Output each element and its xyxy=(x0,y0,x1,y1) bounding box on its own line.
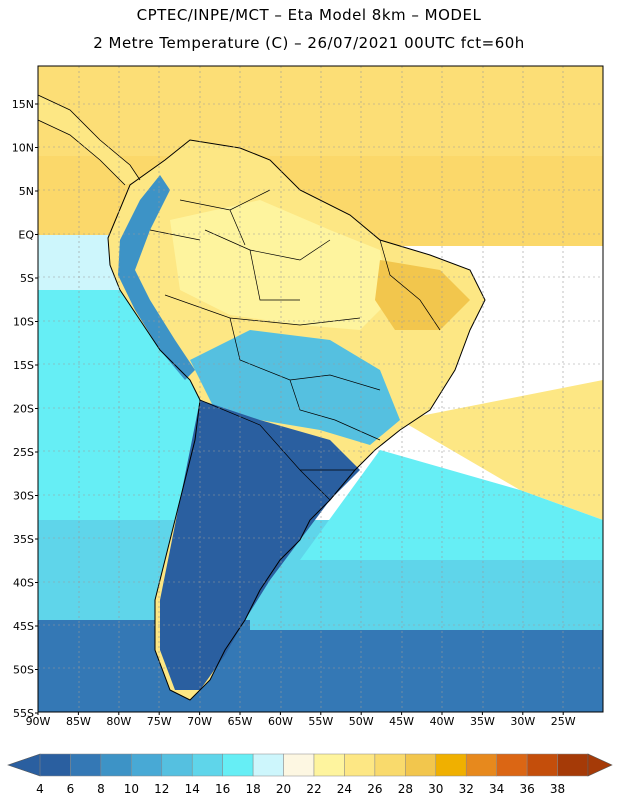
coastline xyxy=(107,139,486,701)
colorbar-segment xyxy=(283,753,315,777)
colorbar-tick-label: 32 xyxy=(459,782,474,796)
lat-label: 25S xyxy=(13,446,34,459)
lat-label: 55S xyxy=(13,707,34,720)
land-patagonia-cold xyxy=(160,400,360,690)
colorbar-tick-label: 38 xyxy=(550,782,565,796)
lon-label: 75W xyxy=(147,715,172,728)
land-central-america xyxy=(38,95,140,185)
colorbar-segment xyxy=(526,753,558,777)
lat-label: 5S xyxy=(20,272,34,285)
colorbar-tick-label: 36 xyxy=(519,782,534,796)
lon-label: 25W xyxy=(551,715,576,728)
colorbar: 4 6 8 10 12 14 16 18 20 22 24 26 28 30 32 34 36 38 xyxy=(7,753,613,796)
lon-label: 35W xyxy=(470,715,495,728)
lat-label: EQ xyxy=(18,229,34,242)
ocean-south-atlantic xyxy=(250,560,603,630)
lat-label: 35S xyxy=(13,533,34,546)
colorbar-segment xyxy=(496,753,528,777)
latitude-labels: 15N 10N 5N EQ 5S 10S 15S 20S 25S 30S 35S 40S 45S 50S 5… xyxy=(12,98,38,720)
colorbar-tick-label: 18 xyxy=(245,782,260,796)
map-title: CPTEC/INPE/MCT – Eta Model 8km – MODEL xyxy=(136,6,482,24)
lon-label: 55W xyxy=(308,715,333,728)
colorbar-tick-label: 4 xyxy=(36,782,44,796)
colorbar-segment xyxy=(344,753,376,777)
colorbar-tick-label: 16 xyxy=(215,782,230,796)
country-borders xyxy=(149,189,441,501)
colorbar-segment xyxy=(313,753,345,777)
colorbar-segment xyxy=(100,753,132,777)
colorbar-tick-label: 14 xyxy=(185,782,200,796)
colorbar-tick-label: 22 xyxy=(306,782,321,796)
lon-label: 40W xyxy=(430,715,455,728)
colorbar-tick-label: 28 xyxy=(398,782,413,796)
colorbar-segment xyxy=(131,753,163,777)
map-subtitle: 2 Metre Temperature (C) – 26/07/2021 00U… xyxy=(93,34,525,52)
lon-label: 30W xyxy=(510,715,535,728)
colorbar-left-arrow xyxy=(7,753,41,777)
lat-label: 15S xyxy=(13,359,34,372)
ocean-far-south xyxy=(38,620,603,712)
lon-label: 45W xyxy=(389,715,414,728)
colorbar-right-arrow xyxy=(587,753,613,777)
ocean-atlantic-mid xyxy=(300,450,603,590)
colorbar-tick-label: 26 xyxy=(367,782,382,796)
map-field xyxy=(38,66,603,712)
colorbar-segment xyxy=(39,753,71,777)
colorbar-segment xyxy=(161,753,193,777)
colorbar-segment xyxy=(70,753,102,777)
lat-label: 20S xyxy=(13,403,34,416)
lon-label: 85W xyxy=(66,715,91,728)
colorbar-tick-label: 24 xyxy=(337,782,352,796)
lon-label: 90W xyxy=(26,715,51,728)
lat-label: 30S xyxy=(13,490,34,503)
lon-label: 60W xyxy=(268,715,293,728)
grid xyxy=(38,66,603,712)
land-amazon-warm xyxy=(170,200,390,330)
lat-label: 10N xyxy=(12,142,34,155)
colorbar-tick-label: 30 xyxy=(428,782,443,796)
lon-label: 65W xyxy=(228,715,253,728)
colorbar-tick-label: 20 xyxy=(276,782,291,796)
lat-label: 40S xyxy=(13,577,34,590)
colorbar-segment xyxy=(405,753,437,777)
ocean-north-far xyxy=(38,66,603,156)
land-andes-cold xyxy=(118,175,195,380)
colorbar-segment xyxy=(557,753,589,777)
lat-label: 45S xyxy=(13,620,34,633)
colorbar-tick-label: 10 xyxy=(124,782,139,796)
colorbar-tick-label: 6 xyxy=(67,782,75,796)
land-northeast-hot xyxy=(375,260,470,330)
colorbar-tick-label: 12 xyxy=(154,782,169,796)
lat-label: 50S xyxy=(13,664,34,677)
colorbar-tick-label: 8 xyxy=(97,782,105,796)
ocean-atlantic-warm xyxy=(400,380,603,520)
colorbar-segment xyxy=(191,753,223,777)
longitude-labels: 90W 85W 80W 75W 70W 65W 60W 55W 50W 45W 40W 35W 30W 2… xyxy=(26,712,576,728)
colorbar-segment xyxy=(252,753,284,777)
land-south-cool xyxy=(190,330,400,445)
colorbar-segment xyxy=(465,753,497,777)
lat-label: 15N xyxy=(12,98,34,111)
colorbar-segment xyxy=(374,753,406,777)
lon-label: 50W xyxy=(349,715,374,728)
central-america-coast xyxy=(38,94,141,186)
lat-label: 5N xyxy=(19,185,34,198)
colorbar-segment xyxy=(222,753,254,777)
colorbar-segment xyxy=(435,753,467,777)
colorbar-tick-label: 34 xyxy=(489,782,504,796)
lat-label: 10S xyxy=(13,316,34,329)
lon-label: 70W xyxy=(187,715,212,728)
lon-label: 80W xyxy=(106,715,131,728)
